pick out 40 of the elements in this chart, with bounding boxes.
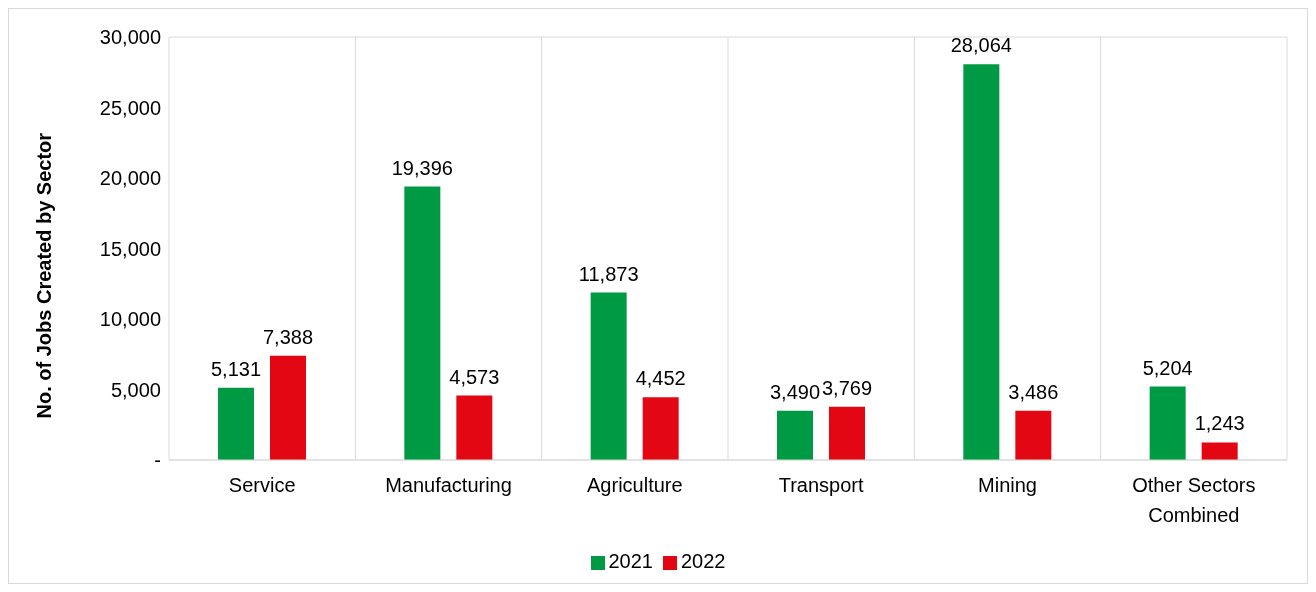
- bar: [218, 387, 254, 460]
- bar: [829, 406, 865, 460]
- data-label: 4,452: [635, 367, 686, 390]
- y-tick-label: 15,000: [99, 237, 161, 260]
- bar: [270, 355, 306, 460]
- data-label: 5,131: [210, 357, 262, 380]
- bar: [456, 395, 493, 460]
- y-tick-label: 30,000: [99, 26, 161, 49]
- x-tick-label: Transport: [778, 474, 865, 496]
- data-label: 3,769: [821, 376, 873, 399]
- x-tick-label: Manufacturing: [385, 474, 512, 496]
- bar: [1201, 442, 1238, 460]
- data-label: 11,873: [578, 262, 639, 285]
- data-label: 3,486: [1008, 380, 1059, 403]
- x-tick-label: Agriculture: [587, 474, 683, 496]
- data-label: 7,388: [262, 325, 314, 348]
- bar: [590, 292, 627, 460]
- data-label: 1,243: [1194, 412, 1245, 435]
- y-tick-label: -: [154, 449, 161, 472]
- legend-label: 2021: [608, 550, 653, 572]
- bar: [777, 410, 813, 460]
- x-tick-label: Mining: [978, 474, 1037, 496]
- bar: [642, 397, 679, 460]
- x-tick-label: Other Sectors Combined: [1132, 474, 1256, 526]
- y-tick-label: 5,000: [110, 378, 161, 401]
- y-tick-label: 10,000: [99, 308, 161, 331]
- data-label: 28,064: [950, 34, 1012, 57]
- data-label: 5,204: [1142, 356, 1193, 379]
- bar: [404, 186, 441, 460]
- y-axis-title: No. of Jobs Created by Sector: [33, 132, 56, 419]
- legend-label: 2022: [681, 550, 726, 572]
- x-tick-label: Service: [228, 474, 296, 496]
- data-label: 3,490: [769, 380, 821, 403]
- y-tick-label: 25,000: [99, 96, 161, 119]
- data-label: 4,573: [449, 365, 500, 388]
- bar: [963, 64, 1000, 460]
- y-tick-label: 20,000: [99, 167, 161, 190]
- bar: [1149, 386, 1186, 460]
- data-label: 19,396: [391, 156, 453, 179]
- bar: [1015, 410, 1052, 460]
